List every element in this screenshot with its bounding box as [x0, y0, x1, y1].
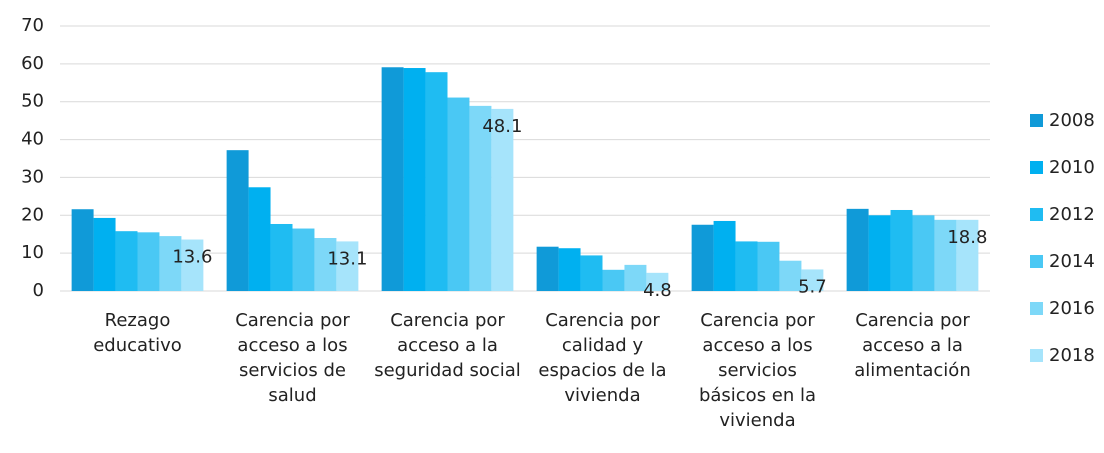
data-label: 13.6: [172, 247, 212, 268]
bar: [137, 232, 160, 291]
y-tick-label: 70: [21, 15, 44, 36]
data-label: 13.1: [327, 248, 367, 269]
y-tick-label: 50: [21, 91, 44, 112]
bar: [890, 209, 913, 291]
y-tick-label: 40: [21, 129, 44, 150]
bar: [447, 97, 470, 291]
bar: [425, 72, 448, 291]
x-tick-label: Rezago educativo: [93, 310, 182, 356]
y-tick-label: 0: [33, 280, 44, 301]
data-label: 48.1: [482, 116, 522, 137]
bar: [713, 220, 736, 291]
legend-swatch: [1030, 349, 1043, 362]
bar: [314, 238, 337, 291]
bar: [491, 108, 514, 292]
x-tick-label: Carencia por acceso a los servicios de s…: [235, 310, 350, 406]
bar: [846, 208, 869, 291]
bar: [691, 224, 714, 291]
data-label: 5.7: [798, 276, 827, 297]
data-label: 4.8: [643, 280, 672, 301]
legend-swatch: [1030, 208, 1043, 221]
bar: [602, 269, 625, 291]
data-label: 18.8: [947, 227, 987, 248]
bar: [779, 260, 802, 291]
x-tick-label: Carencia por acceso a los servicios bási…: [698, 310, 817, 431]
bar: [115, 231, 138, 291]
bar: [868, 215, 891, 291]
bar: [336, 241, 359, 291]
legend-swatch: [1030, 255, 1043, 268]
bar: [71, 209, 94, 291]
bar: [735, 241, 758, 291]
bar: [248, 187, 271, 291]
bar: [536, 246, 559, 291]
legend-label: 2014: [1049, 251, 1095, 272]
legend-swatch: [1030, 161, 1043, 174]
bar: [469, 105, 492, 291]
bar: [956, 219, 979, 291]
bar: [934, 219, 957, 291]
bar: [270, 223, 293, 291]
bar: [381, 67, 404, 291]
y-tick-label: 20: [21, 204, 44, 225]
legend-label: 2018: [1049, 345, 1095, 366]
y-tick-label: 10: [21, 242, 44, 263]
x-tick-label: Carencia por acceso a la alimentación: [854, 310, 971, 381]
x-tick-label: Carencia por acceso a la seguridad socia…: [374, 310, 521, 381]
legend-label: 2010: [1049, 157, 1095, 178]
bar: [159, 236, 182, 291]
bar: [292, 228, 315, 291]
bar: [93, 217, 116, 291]
bar: [912, 215, 935, 291]
x-tick-label: Carencia por calidad y espacios de la vi…: [538, 310, 667, 406]
legend-swatch: [1030, 114, 1043, 127]
y-tick-label: 30: [21, 166, 44, 187]
y-tick-label: 60: [21, 53, 44, 74]
bar: [558, 248, 581, 291]
legend-label: 2016: [1049, 298, 1095, 319]
legend-label: 2012: [1049, 204, 1095, 225]
bar: [226, 150, 249, 291]
bar: [757, 241, 780, 291]
bar: [646, 272, 669, 291]
bar: [403, 68, 426, 292]
bar: [801, 269, 824, 291]
bar: [580, 255, 603, 291]
bar: [624, 264, 647, 291]
legend-label: 2008: [1049, 110, 1095, 131]
legend-swatch: [1030, 302, 1043, 315]
bar: [181, 239, 204, 291]
